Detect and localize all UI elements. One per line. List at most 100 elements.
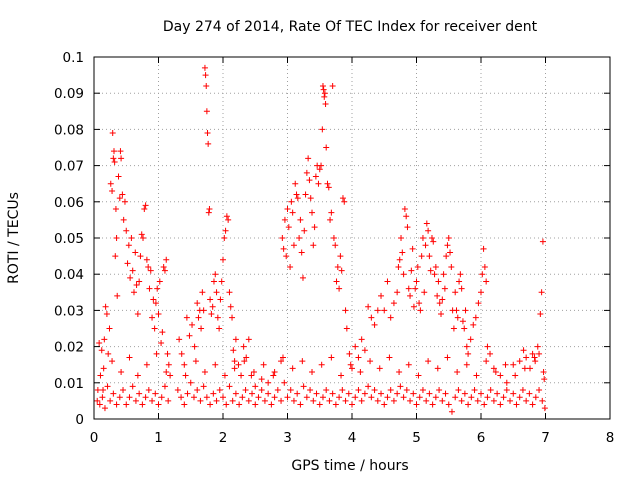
data-point [141,206,148,213]
data-point [463,361,470,368]
data-point [96,401,103,408]
data-point [529,401,536,408]
chart-title: Day 274 of 2014, Rate Of TEC Index for r… [163,19,538,35]
data-point [285,224,292,231]
data-point [201,368,208,375]
data-point [213,289,220,296]
data-point [297,216,304,223]
data-point [128,235,135,241]
data-point [337,253,344,260]
data-point [290,242,297,249]
data-point [413,401,420,408]
data-point [149,397,156,404]
data-point [457,271,464,278]
data-point [409,245,416,252]
data-point [346,350,353,357]
data-point [381,401,388,408]
data-point [176,336,183,343]
data-point [129,383,136,390]
x-axis-label: GPS time / hours [291,458,408,474]
data-point [178,394,185,401]
data-point [435,278,442,285]
data-point [158,394,165,401]
data-point [319,82,326,89]
data-point [227,303,234,310]
data-point [349,401,355,408]
data-point [132,397,139,404]
y-tick-label: 0 [75,412,84,428]
data-point [427,267,434,274]
data-point [294,195,301,202]
data-point [134,372,141,379]
data-point [164,350,171,357]
data-point [238,372,245,379]
data-point [192,358,199,365]
data-point [111,158,118,165]
data-point [417,307,424,314]
data-point [278,397,285,404]
data-point [447,249,454,256]
data-point [523,397,530,404]
data-point [299,274,306,281]
data-point [130,289,137,296]
y-tick-label: 0.04 [54,267,84,283]
data-point [455,387,462,394]
data-point [319,126,326,133]
data-point [539,238,546,245]
data-point [178,350,185,357]
data-point [398,235,405,241]
data-point [407,397,414,404]
data-point [357,368,364,375]
y-tick-label: 0.02 [54,340,84,356]
x-tick-label: 2 [219,430,228,446]
data-point [468,394,475,401]
data-point [458,397,465,404]
data-point [378,292,385,299]
data-point [101,336,108,343]
data-point [376,365,383,372]
data-point [195,314,202,321]
data-point [322,101,329,108]
data-point [249,390,256,397]
data-point [494,390,501,397]
data-point [94,397,101,404]
data-point [94,387,101,394]
data-point [374,397,381,404]
data-point [352,343,359,350]
data-point [445,235,452,241]
data-point [243,354,250,361]
data-point [416,394,423,401]
data-point [440,271,447,278]
data-point [265,379,272,386]
data-point [146,285,153,292]
data-point [381,307,388,314]
data-point [316,166,323,173]
data-point [199,289,206,296]
data-point [198,325,205,332]
data-point [452,289,459,296]
data-point [454,368,461,375]
data-point [497,372,504,379]
x-tick-label: 7 [541,430,550,446]
data-point [274,387,281,394]
data-point [297,401,304,408]
y-tick-label: 0.09 [54,86,84,102]
data-point [334,263,341,270]
data-point [278,358,285,365]
data-point [444,354,451,361]
data-point [319,394,326,401]
data-point [165,397,172,404]
data-point [541,376,548,383]
x-tick-label: 0 [90,430,99,446]
data-point [293,191,300,198]
data-point [399,249,406,256]
data-point [261,397,268,404]
data-point [299,358,306,365]
data-point [250,368,257,375]
data-point [410,390,417,397]
data-point [448,408,455,415]
x-tick-label: 5 [412,430,421,446]
data-point [129,267,136,274]
data-point [210,278,217,285]
data-points [94,64,548,415]
